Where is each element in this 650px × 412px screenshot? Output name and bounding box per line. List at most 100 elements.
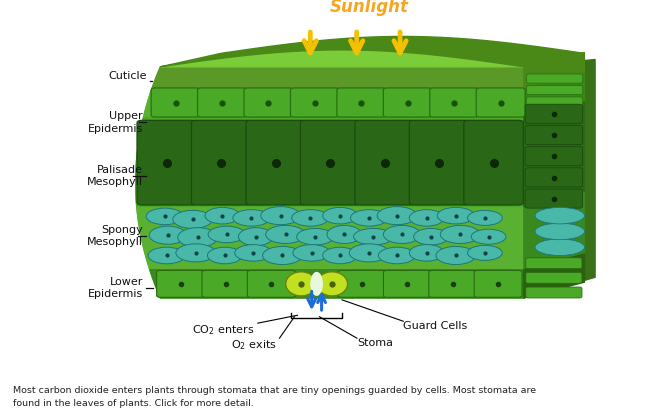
- Text: Upper
Epidermis: Upper Epidermis: [88, 111, 143, 133]
- Text: Guard Cells: Guard Cells: [404, 321, 467, 331]
- Ellipse shape: [354, 228, 393, 245]
- Polygon shape: [161, 50, 524, 67]
- Text: Spongy
Mesophyll: Spongy Mesophyll: [87, 225, 143, 247]
- Ellipse shape: [292, 210, 329, 226]
- Ellipse shape: [296, 228, 334, 245]
- Ellipse shape: [235, 245, 272, 261]
- FancyBboxPatch shape: [300, 120, 360, 205]
- Polygon shape: [150, 270, 524, 298]
- FancyBboxPatch shape: [410, 120, 469, 205]
- Ellipse shape: [327, 225, 361, 243]
- Ellipse shape: [436, 246, 476, 265]
- Ellipse shape: [471, 229, 506, 244]
- Ellipse shape: [322, 247, 358, 264]
- Polygon shape: [524, 192, 584, 270]
- Ellipse shape: [208, 226, 245, 243]
- Text: O$_2$ exits: O$_2$ exits: [231, 338, 276, 352]
- Ellipse shape: [317, 272, 348, 296]
- FancyBboxPatch shape: [526, 287, 582, 298]
- Ellipse shape: [384, 225, 421, 243]
- FancyBboxPatch shape: [430, 88, 478, 117]
- Polygon shape: [524, 72, 584, 117]
- Ellipse shape: [286, 272, 317, 296]
- Ellipse shape: [148, 247, 185, 264]
- Polygon shape: [152, 67, 524, 87]
- FancyBboxPatch shape: [137, 120, 196, 205]
- FancyBboxPatch shape: [526, 85, 583, 95]
- Polygon shape: [144, 87, 524, 117]
- Ellipse shape: [377, 207, 417, 225]
- Ellipse shape: [349, 244, 389, 262]
- FancyBboxPatch shape: [337, 88, 386, 117]
- Polygon shape: [524, 52, 584, 87]
- FancyBboxPatch shape: [464, 120, 523, 205]
- FancyBboxPatch shape: [474, 270, 522, 297]
- Text: Most carbon dioxide enters plants through stomata that are tiny openings guarded: Most carbon dioxide enters plants throug…: [13, 386, 536, 408]
- Text: CO$_2$ enters: CO$_2$ enters: [192, 323, 255, 337]
- FancyBboxPatch shape: [151, 88, 200, 117]
- Ellipse shape: [266, 225, 305, 243]
- FancyBboxPatch shape: [525, 104, 582, 123]
- FancyBboxPatch shape: [384, 88, 432, 117]
- FancyBboxPatch shape: [525, 147, 582, 166]
- Ellipse shape: [322, 207, 358, 224]
- FancyBboxPatch shape: [526, 74, 583, 83]
- Text: Cuticle: Cuticle: [109, 71, 147, 81]
- Ellipse shape: [263, 246, 302, 265]
- Text: Sunlight: Sunlight: [330, 0, 409, 16]
- FancyBboxPatch shape: [429, 270, 476, 297]
- Text: Lower
Epidermis: Lower Epidermis: [88, 276, 143, 299]
- Ellipse shape: [535, 223, 584, 240]
- Ellipse shape: [350, 210, 387, 226]
- Polygon shape: [136, 117, 524, 208]
- Ellipse shape: [176, 244, 216, 262]
- FancyBboxPatch shape: [291, 88, 339, 117]
- FancyBboxPatch shape: [526, 108, 583, 117]
- Text: Palisade
Mesophyll: Palisade Mesophyll: [87, 165, 143, 187]
- FancyBboxPatch shape: [338, 270, 386, 297]
- Ellipse shape: [239, 228, 273, 246]
- Ellipse shape: [378, 247, 415, 264]
- Ellipse shape: [410, 245, 444, 261]
- Ellipse shape: [440, 225, 480, 243]
- Ellipse shape: [150, 226, 187, 244]
- FancyBboxPatch shape: [157, 270, 205, 297]
- FancyBboxPatch shape: [246, 120, 306, 205]
- Ellipse shape: [467, 245, 502, 260]
- FancyBboxPatch shape: [248, 270, 295, 297]
- Ellipse shape: [310, 272, 323, 296]
- Ellipse shape: [293, 245, 330, 261]
- FancyBboxPatch shape: [192, 120, 251, 205]
- Polygon shape: [136, 67, 524, 298]
- FancyBboxPatch shape: [525, 125, 582, 145]
- FancyBboxPatch shape: [526, 97, 583, 106]
- Ellipse shape: [535, 207, 584, 224]
- Polygon shape: [524, 59, 595, 298]
- Ellipse shape: [146, 208, 183, 225]
- FancyBboxPatch shape: [525, 189, 582, 208]
- Ellipse shape: [467, 211, 502, 225]
- Ellipse shape: [205, 207, 240, 224]
- Ellipse shape: [233, 210, 270, 226]
- Ellipse shape: [535, 239, 584, 255]
- FancyBboxPatch shape: [476, 88, 525, 117]
- Polygon shape: [161, 36, 584, 67]
- FancyBboxPatch shape: [198, 88, 246, 117]
- Ellipse shape: [261, 207, 300, 225]
- Text: Stoma: Stoma: [357, 338, 393, 348]
- FancyBboxPatch shape: [202, 270, 250, 297]
- FancyBboxPatch shape: [526, 272, 582, 283]
- FancyBboxPatch shape: [244, 88, 293, 117]
- Polygon shape: [524, 254, 584, 298]
- FancyBboxPatch shape: [384, 270, 432, 297]
- FancyBboxPatch shape: [355, 120, 414, 205]
- Ellipse shape: [410, 210, 444, 226]
- FancyBboxPatch shape: [525, 168, 582, 187]
- Ellipse shape: [413, 228, 448, 245]
- Ellipse shape: [437, 207, 474, 224]
- FancyBboxPatch shape: [526, 258, 582, 269]
- Polygon shape: [524, 102, 584, 208]
- Ellipse shape: [173, 211, 213, 228]
- Ellipse shape: [177, 228, 217, 247]
- Polygon shape: [137, 208, 524, 270]
